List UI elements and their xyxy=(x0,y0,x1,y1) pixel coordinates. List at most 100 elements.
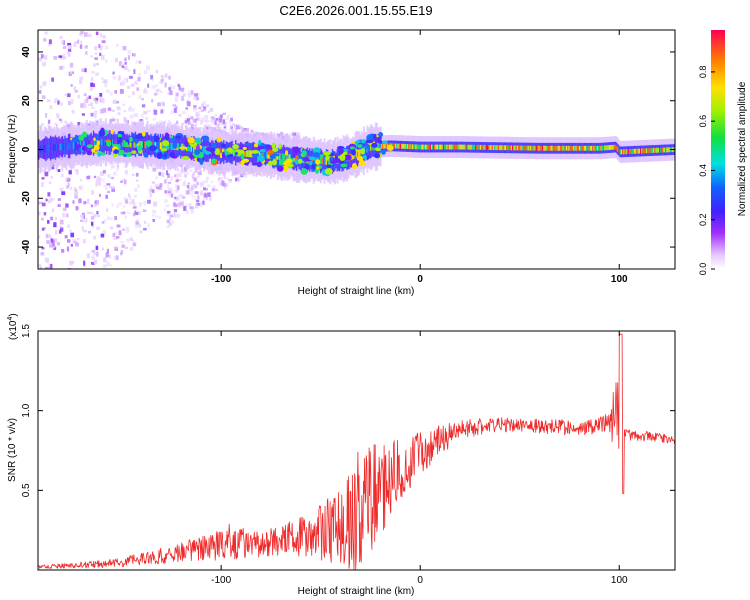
heatmap-cell xyxy=(649,148,652,154)
heatmap-cell xyxy=(132,166,135,169)
heatmap-cell xyxy=(268,160,273,167)
heatmap-cell xyxy=(191,194,195,198)
heatmap-cell xyxy=(121,65,125,68)
heatmap-cell xyxy=(162,142,165,150)
heatmap-cell xyxy=(271,142,276,150)
heatmap-cell xyxy=(198,106,202,110)
heatmap-cell xyxy=(120,139,123,147)
heatmap-cell xyxy=(127,50,131,55)
heatmap-cell xyxy=(204,146,207,154)
heatmap-cell xyxy=(567,145,570,151)
heatmap-cell xyxy=(40,251,45,256)
heatmap-cell xyxy=(41,227,45,231)
heatmap-cell xyxy=(514,145,517,151)
heatmap-cell xyxy=(82,131,86,137)
heatmap-cell xyxy=(59,57,64,60)
heatmap-cell xyxy=(73,43,77,47)
heatmap-cell xyxy=(214,120,217,126)
heatmap-cell xyxy=(365,139,374,144)
heatmap-cell xyxy=(79,44,83,49)
heatmap-cell xyxy=(613,144,616,150)
heatmap-cell xyxy=(79,32,83,37)
heatmap-cell xyxy=(494,145,497,151)
heatmap-cell xyxy=(206,120,211,123)
heatmap-cell xyxy=(540,145,543,151)
heatmap-cell xyxy=(105,194,108,199)
heatmap-cell xyxy=(69,71,73,75)
heatmap-cell xyxy=(66,185,69,189)
heatmap-cell xyxy=(173,209,178,213)
heatmap-cell xyxy=(559,145,562,151)
heatmap-cell xyxy=(82,239,87,244)
heatmap-cell xyxy=(114,90,118,94)
heatmap-cell xyxy=(143,110,148,115)
heatmap-cell xyxy=(196,175,201,178)
heatmap-cell xyxy=(71,137,80,143)
snr-x-axis-label: Height of straight line (km) xyxy=(298,586,415,597)
heatmap-cell xyxy=(47,119,51,124)
heatmap-cell xyxy=(594,145,597,151)
heatmap-cell xyxy=(122,45,127,51)
heatmap-cell xyxy=(156,90,159,95)
heatmap-cell xyxy=(79,141,82,149)
heatmap-cell xyxy=(166,177,169,180)
heatmap-cell xyxy=(312,160,316,166)
heatmap-cell xyxy=(196,171,199,175)
colorbar: 0.0 0.2 0.4 0.6 0.8 Normalized spectral ampl… xyxy=(698,30,748,275)
heatmap-cell xyxy=(174,135,182,139)
heatmap-cell xyxy=(496,145,499,151)
colorbar-tick-label: 0.0 xyxy=(698,263,708,276)
heatmap-cell xyxy=(58,229,62,234)
heatmap-cell xyxy=(210,180,214,184)
heatmap-cell xyxy=(93,213,97,218)
heatmap-cell xyxy=(123,182,127,186)
heatmap-cell xyxy=(433,144,436,150)
heatmap-cell xyxy=(648,148,651,154)
heatmap-cell xyxy=(174,196,177,200)
heatmap-cell xyxy=(312,156,315,164)
heatmap-cell xyxy=(593,145,596,151)
heatmap-cell xyxy=(230,117,233,122)
heatmap-cell xyxy=(222,112,226,115)
heatmap-cell xyxy=(263,151,266,159)
heatmap-cell xyxy=(324,157,327,165)
heatmap-cell xyxy=(158,142,161,150)
heatmap-cell xyxy=(196,203,200,206)
heatmap-cell xyxy=(123,165,127,168)
heatmap-cell xyxy=(124,199,129,204)
heatmap-cell xyxy=(512,145,515,151)
heatmap-cell xyxy=(213,126,217,131)
heatmap-cell xyxy=(204,192,207,198)
heatmap-cell xyxy=(101,221,105,224)
heatmap-cell xyxy=(61,143,64,151)
heatmap-cell xyxy=(60,143,63,151)
heatmap-cell xyxy=(606,145,609,151)
heatmap-cell xyxy=(54,100,57,104)
heatmap-cell xyxy=(371,142,378,148)
heatmap-cell xyxy=(122,205,126,208)
heatmap-cell xyxy=(430,144,433,150)
heatmap-cell xyxy=(40,123,44,127)
y-tick-label: 0.5 xyxy=(21,483,32,497)
heatmap-cell xyxy=(79,179,82,182)
heatmap-cell xyxy=(168,75,171,80)
heatmap-cell xyxy=(98,177,102,181)
heatmap-cell xyxy=(78,185,83,190)
heatmap-cell xyxy=(178,193,182,197)
heatmap-cell xyxy=(413,144,416,150)
heatmap-cell xyxy=(109,118,114,122)
heatmap-cell xyxy=(41,182,44,188)
heatmap-cell xyxy=(47,234,52,238)
heatmap-cell xyxy=(253,143,259,148)
heatmap-cell xyxy=(173,201,176,206)
heatmap-cell xyxy=(135,212,139,216)
heatmap-cell xyxy=(372,133,377,140)
heatmap-cell xyxy=(579,145,582,151)
heatmap-cell xyxy=(169,84,172,90)
heatmap-cell xyxy=(240,153,245,160)
heatmap-cell xyxy=(124,179,127,184)
heatmap-cell xyxy=(135,113,139,118)
heatmap-cell xyxy=(313,152,321,158)
y-tick-label: 1.0 xyxy=(21,403,32,417)
heatmap-cell xyxy=(99,45,103,51)
